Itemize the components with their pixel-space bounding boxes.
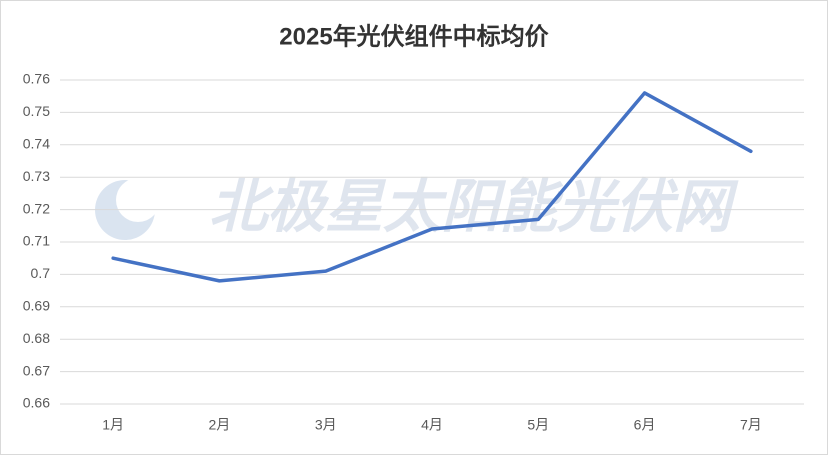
x-tick-label: 7月 — [740, 417, 762, 433]
watermark: 北极星太阳能光伏网 — [209, 174, 739, 239]
x-tick-label: 1月 — [102, 417, 124, 433]
y-tick-label: 0.7 — [31, 265, 51, 281]
x-tick-label: 4月 — [421, 417, 443, 433]
x-tick-label: 6月 — [634, 417, 656, 433]
x-tick-label: 5月 — [527, 417, 549, 433]
y-tick-label: 0.72 — [23, 200, 50, 216]
y-tick-label: 0.67 — [23, 362, 50, 378]
y-tick-label: 0.68 — [23, 330, 50, 346]
y-tick-label: 0.69 — [23, 298, 50, 314]
data-line — [111, 91, 753, 283]
x-tick-label: 3月 — [315, 417, 337, 433]
y-tick-label: 0.66 — [23, 395, 50, 411]
y-tick-label: 0.76 — [23, 71, 50, 87]
y-tick-label: 0.71 — [23, 233, 50, 249]
y-tick-label: 0.75 — [23, 103, 50, 119]
y-tick-label: 0.74 — [23, 136, 50, 152]
x-tick-label: 2月 — [209, 417, 231, 433]
y-tick-label: 0.73 — [23, 168, 50, 184]
chart-title: 2025年光伏组件中标均价 — [279, 22, 549, 50]
